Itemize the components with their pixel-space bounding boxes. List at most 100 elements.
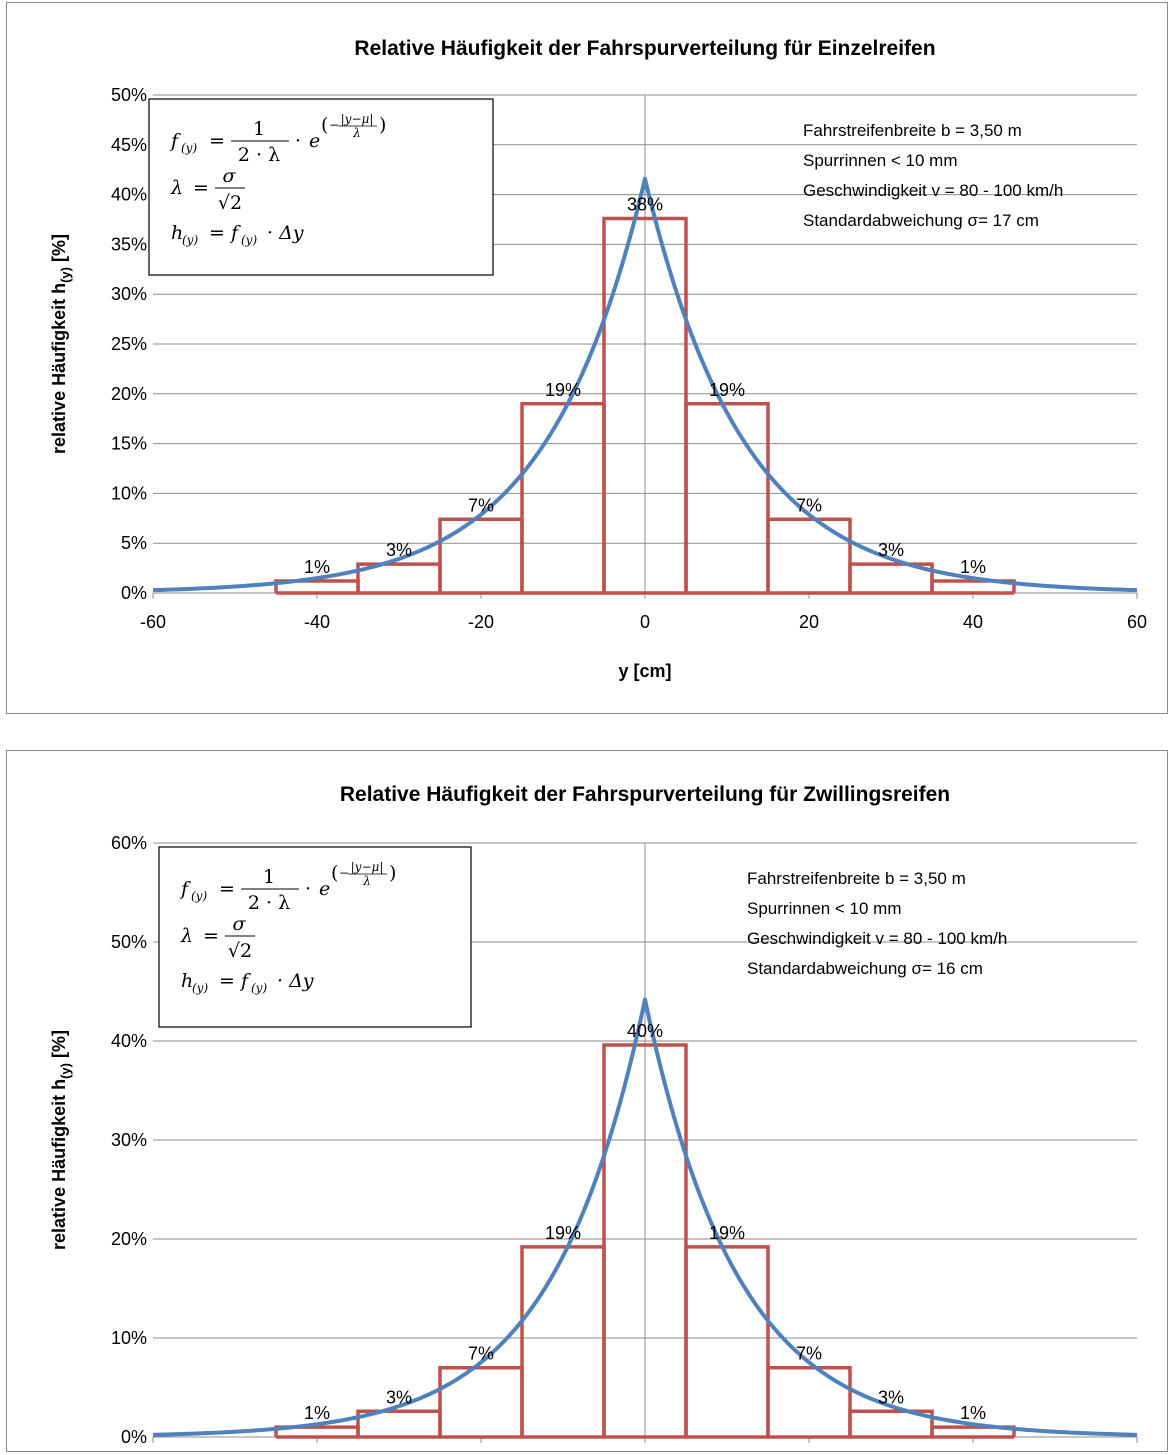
info-line: Spurrinnen < 10 mm xyxy=(803,151,958,170)
info-line: Fahrstreifenbreite b = 3,50 m xyxy=(747,869,966,888)
formula-sqrt2: √2 xyxy=(228,940,252,962)
y-axis-title: relative Häufigkeit h(y) [%] xyxy=(49,1030,73,1250)
exp-paren-close: ) xyxy=(379,114,386,136)
exp-paren-close: ) xyxy=(389,862,396,884)
formula-h: h xyxy=(181,970,193,992)
x-axis-title: y [cm] xyxy=(618,661,671,681)
formula-lambda: λ xyxy=(170,177,183,199)
y-tick-label: 5% xyxy=(121,533,147,553)
y-axis-title: relative Häufigkeit h(y) [%] xyxy=(49,234,73,454)
formula-sigma: σ xyxy=(223,165,237,187)
y-tick-label: 30% xyxy=(111,1130,147,1150)
y-tick-label: 25% xyxy=(111,334,147,354)
info-line: Spurrinnen < 10 mm xyxy=(747,899,902,918)
formula-e: e xyxy=(319,878,330,900)
histogram-bar xyxy=(766,1365,852,1437)
exp-minus: − xyxy=(329,118,339,132)
info-line: Geschwindigkeit v = 80 - 100 km/h xyxy=(747,929,1007,948)
y-tick-label: 10% xyxy=(111,1328,147,1348)
formula-num: 1 xyxy=(253,118,265,140)
y-tick-label: 30% xyxy=(111,284,147,304)
x-tick-label: 0 xyxy=(640,612,650,632)
histogram-bar xyxy=(602,1043,688,1437)
laplace-curve xyxy=(152,176,1138,593)
chart-panel-einzelreifen: Relative Häufigkeit der Fahrspurverteilu… xyxy=(6,2,1168,714)
y-axis-title-sub: (y) xyxy=(58,1063,73,1079)
data-label: 3% xyxy=(386,540,412,560)
histogram-bar xyxy=(848,1409,934,1437)
data-label: 1% xyxy=(304,557,330,577)
formula-num: 1 xyxy=(263,866,275,888)
y-tick-label: 0% xyxy=(121,1427,147,1447)
formula-h-f: f xyxy=(229,222,241,244)
data-label: 7% xyxy=(468,1344,494,1364)
info-line: Geschwindigkeit v = 80 - 100 km/h xyxy=(803,181,1063,200)
formula-den: 2 · λ xyxy=(248,892,290,914)
exp-den: λ xyxy=(352,126,361,140)
laplace-curve xyxy=(152,997,1138,1437)
exp-num: |y−μ| xyxy=(351,860,384,874)
y-tick-label: 0% xyxy=(121,583,147,603)
formula-eq-3: = xyxy=(219,970,235,992)
data-label: 19% xyxy=(709,380,745,400)
x-tick-label: -20 xyxy=(468,612,494,632)
histogram-bar xyxy=(766,517,852,593)
chart-title: Relative Häufigkeit der Fahrspurverteilu… xyxy=(354,37,935,60)
formula-eq-2: = xyxy=(193,177,209,199)
y-tick-label: 40% xyxy=(111,1031,147,1051)
y-tick-label: 45% xyxy=(111,135,147,155)
info-line: Standardabweichung σ= 16 cm xyxy=(747,959,983,978)
data-label: 7% xyxy=(468,495,494,515)
x-tick-label: -60 xyxy=(140,612,166,632)
histogram-bar xyxy=(684,402,770,593)
histogram-bar xyxy=(684,1245,770,1437)
exp-den: λ xyxy=(362,874,371,888)
histogram-bar xyxy=(438,1365,524,1437)
y-tick-label: 35% xyxy=(111,234,147,254)
formula-lambda: λ xyxy=(180,925,193,947)
histogram-bar xyxy=(520,402,606,593)
formula-e: e xyxy=(309,130,320,152)
formula-dy: · Δy xyxy=(267,222,304,244)
formula-h: h xyxy=(171,222,183,244)
histogram-bar xyxy=(848,562,934,593)
formula-sub: (y) xyxy=(191,889,207,903)
data-label: 7% xyxy=(796,1344,822,1364)
exp-minus: − xyxy=(339,866,349,880)
data-label: 1% xyxy=(304,1403,330,1423)
formula-h-f-sub: (y) xyxy=(251,981,267,995)
y-tick-label: 60% xyxy=(111,833,147,853)
formula-dy: · Δy xyxy=(277,970,314,992)
histogram-bar xyxy=(930,579,1016,593)
formula-h-sub: (y) xyxy=(192,981,208,995)
chart-einzelreifen: Relative Häufigkeit der Fahrspurverteilu… xyxy=(49,37,1147,681)
histogram-bar xyxy=(930,1425,1016,1437)
y-axis-title-tail: [%] xyxy=(49,234,69,267)
formula-dot: · xyxy=(305,878,311,900)
data-label: 7% xyxy=(796,495,822,515)
x-tick-label: -40 xyxy=(304,612,330,632)
exp-num: |y−μ| xyxy=(341,112,374,126)
data-label: 40% xyxy=(627,1021,663,1041)
formula-den: 2 · λ xyxy=(238,144,280,166)
formula-eq-3: = xyxy=(209,222,225,244)
data-label: 3% xyxy=(878,540,904,560)
formula-h-f: f xyxy=(239,970,251,992)
x-tick-label: 60 xyxy=(1127,612,1147,632)
formula-h-f-sub: (y) xyxy=(241,233,257,247)
formula-f: f xyxy=(169,130,181,152)
chart-panel-zwillingsreifen: Relative Häufigkeit der Fahrspurverteilu… xyxy=(6,750,1168,1452)
histogram-bar xyxy=(520,1245,606,1437)
formula-f: f xyxy=(179,878,191,900)
formula-eq-2: = xyxy=(203,925,219,947)
chart-title: Relative Häufigkeit der Fahrspurverteilu… xyxy=(340,783,950,806)
data-label: 19% xyxy=(709,1223,745,1243)
data-label: 19% xyxy=(545,380,581,400)
y-axis-title-tail: [%] xyxy=(49,1030,69,1063)
y-tick-label: 10% xyxy=(111,483,147,503)
formula-eq: = xyxy=(209,130,225,152)
data-label: 3% xyxy=(878,1387,904,1407)
y-axis-title-main: relative Häufigkeit h xyxy=(49,283,69,454)
data-label: 1% xyxy=(960,557,986,577)
y-tick-label: 50% xyxy=(111,85,147,105)
